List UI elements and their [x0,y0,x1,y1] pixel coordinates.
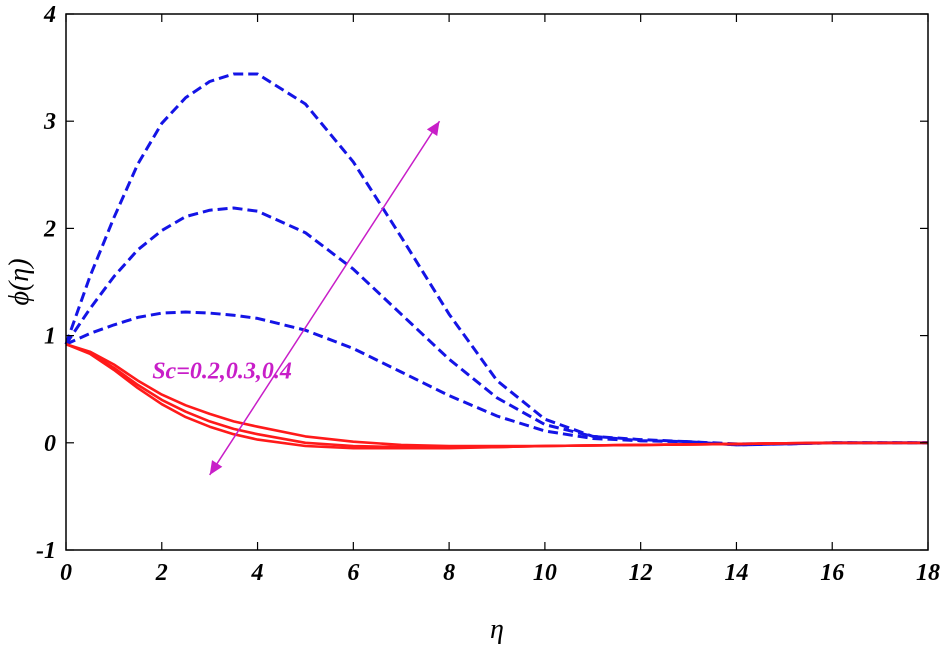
annotation-layer: Sc=0.2,0.3,0.4 [152,120,441,476]
x-tick-label: 4 [251,560,264,586]
x-tick-label: 2 [155,560,168,586]
dashed-series-line-3 [64,72,928,447]
x-tick-label: 12 [629,560,653,586]
y-tick-label: 3 [43,109,56,135]
series-layer [64,72,928,450]
x-tick-label: 6 [347,560,359,586]
y-axis-label: ϕ(η) [4,258,35,305]
solid-series-line-6 [65,342,928,450]
x-tick-label: 14 [724,560,748,586]
x-tick-label: 10 [533,560,557,586]
y-tick-label: 4 [43,2,56,28]
y-tick-label: 1 [44,324,56,350]
annotation-arrowhead-up [426,121,440,136]
x-tick-label: 16 [820,560,844,586]
x-tick-label: 0 [60,560,72,586]
y-tick-label: 2 [43,216,56,242]
plot-frame [65,13,929,551]
x-axis-label: η [490,614,504,645]
annotation-arrowhead-down [209,460,223,475]
y-tick-label: 0 [44,431,56,457]
annotation-text: Sc=0.2,0.3,0.4 [152,358,292,384]
x-tick-label: 18 [916,560,940,586]
x-tick-label: 8 [443,560,455,586]
annotation-arrow-line [209,120,441,476]
y-tick-label: -1 [36,538,56,564]
